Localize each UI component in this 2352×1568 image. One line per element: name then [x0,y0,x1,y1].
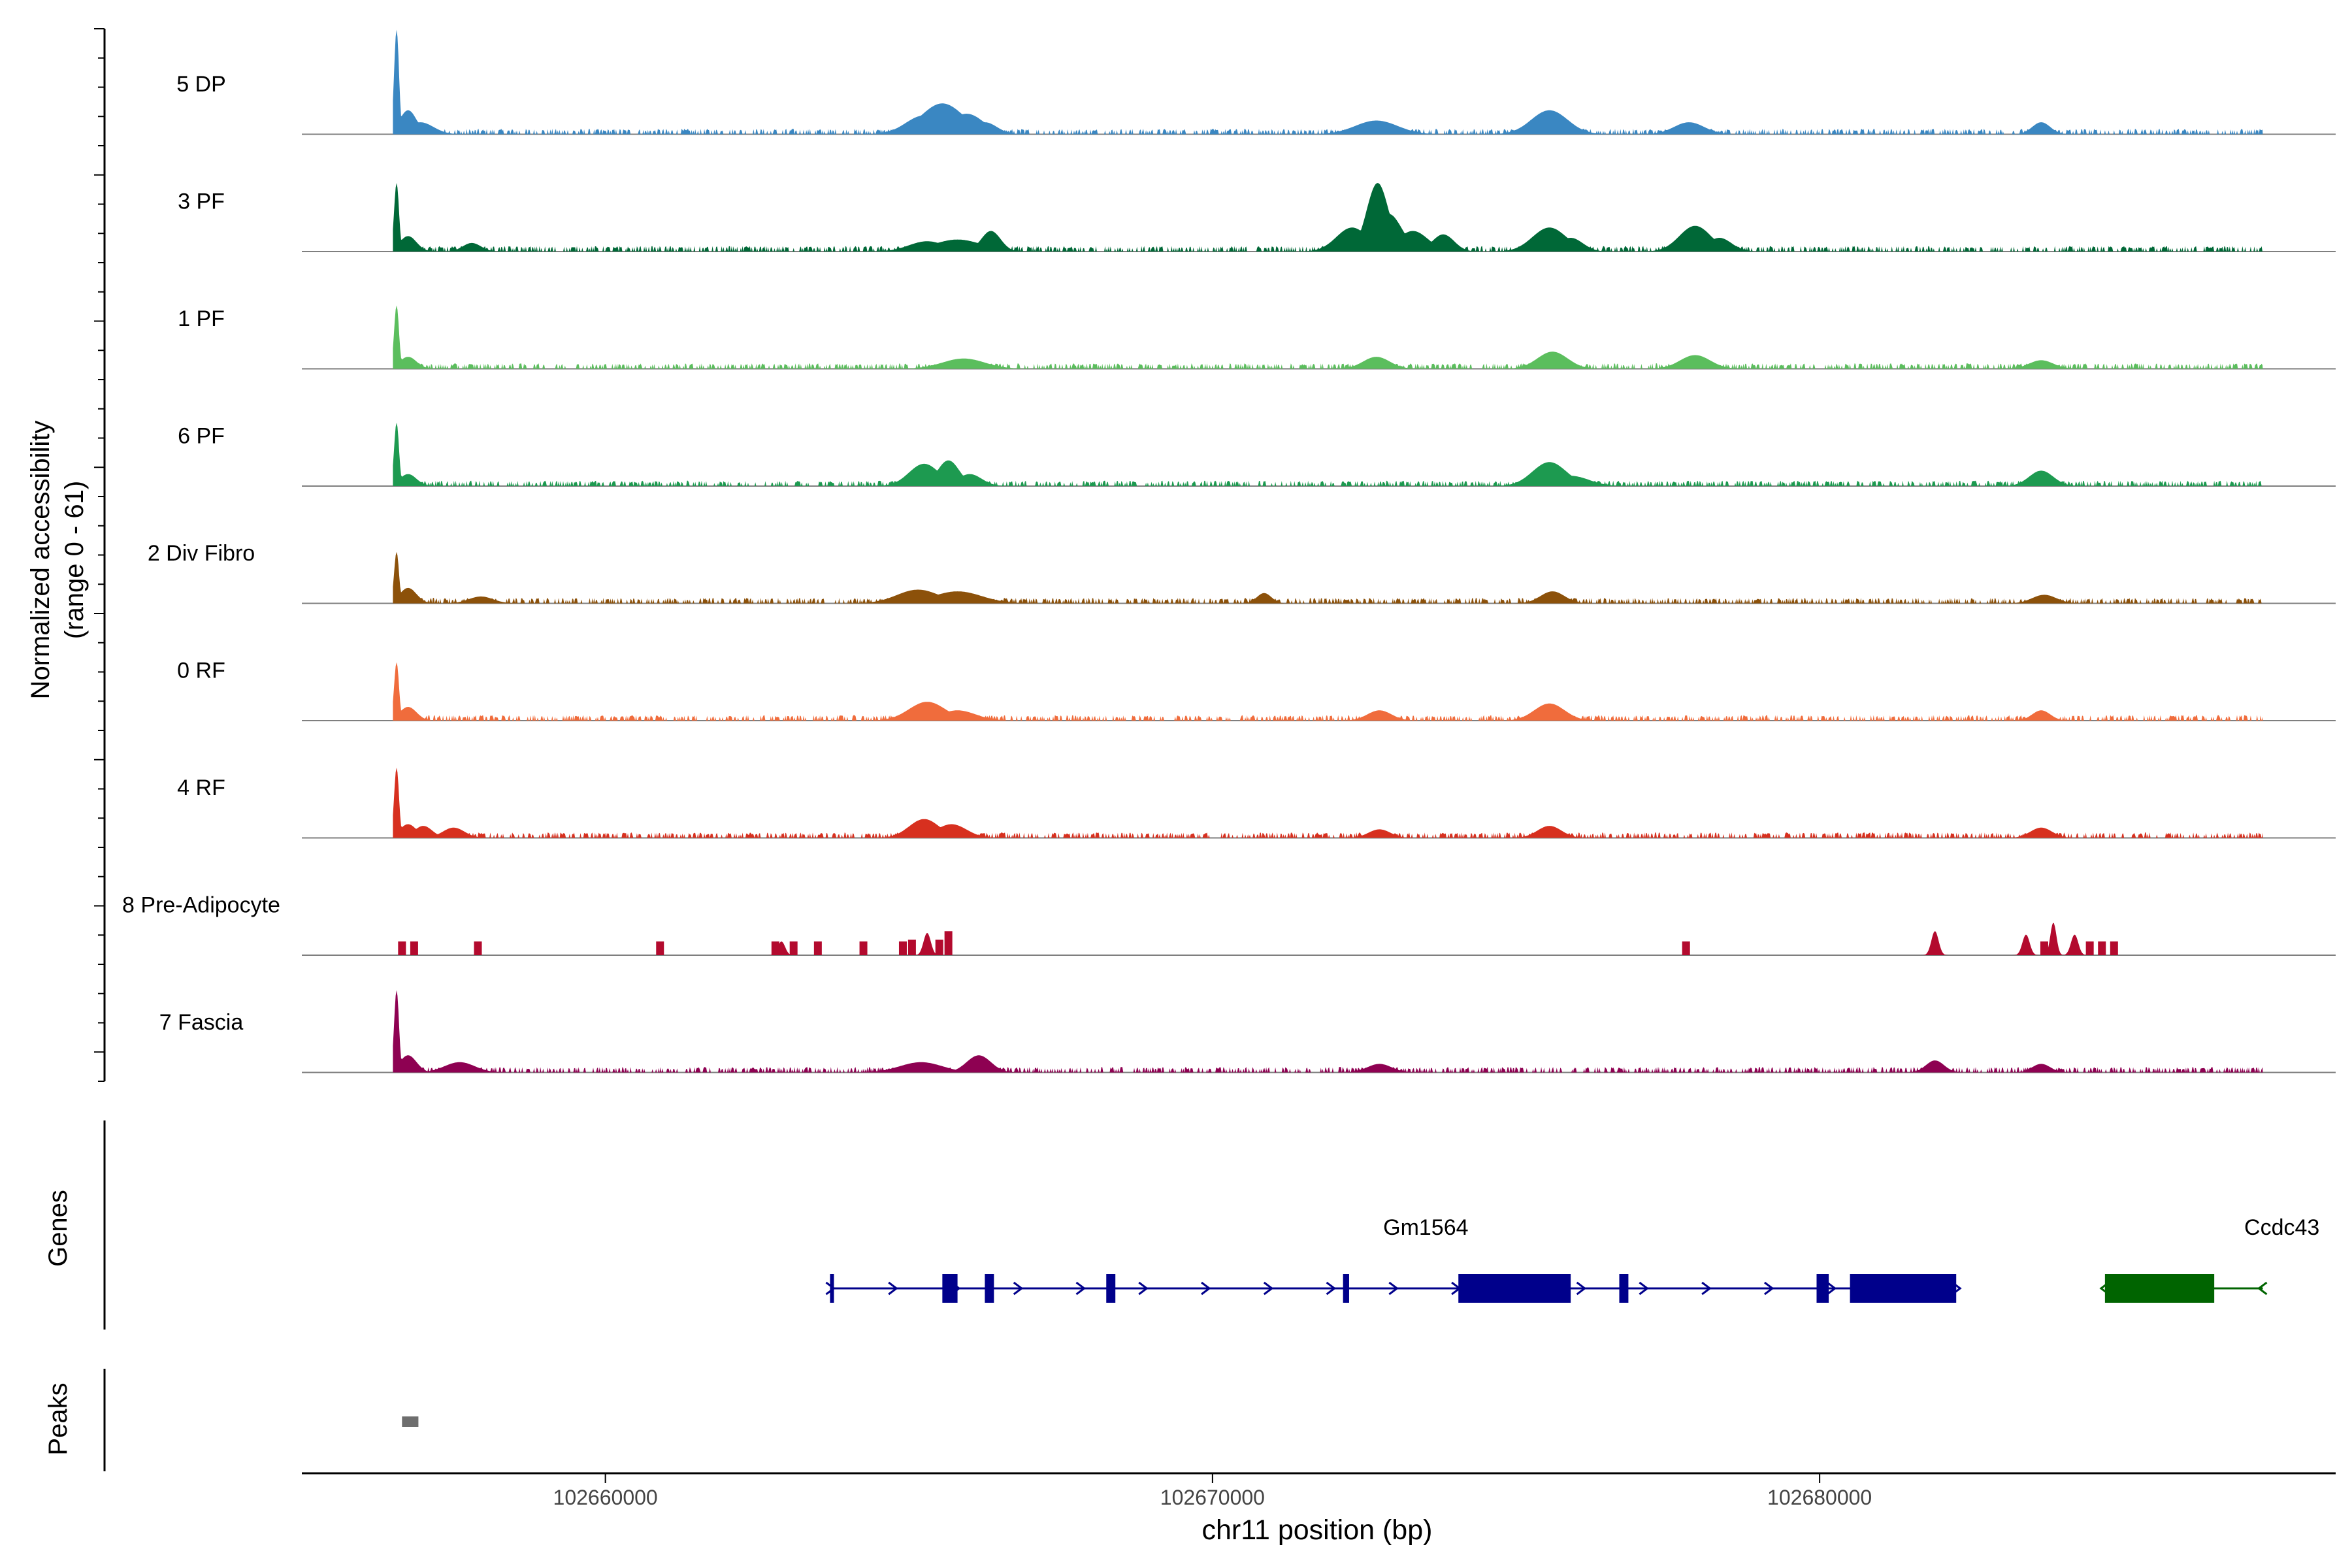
strand-arrow [1013,1281,1024,1296]
y-axis-label-line1: Normalized accessibility [26,421,55,700]
coverage-block [859,941,868,955]
strand-arrow [2257,1281,2268,1296]
track-label: 4 RF [177,776,225,800]
coverage-block [907,939,916,955]
coverage-area [393,305,2263,369]
strand-arrow [1701,1281,1712,1296]
track-label: 2 Div Fibro [148,541,255,566]
gene-exon [1343,1274,1349,1303]
coverage-block [898,941,907,955]
strand-arrow [1826,1281,1837,1296]
gene-ccdc43: Ccdc43 [2099,1215,2319,1303]
track-6-pf: 6 PF [178,423,2336,487]
coverage-block [2040,941,2048,955]
x-axis-tick-label: 102660000 [553,1486,658,1509]
track-label: 0 RF [177,659,225,683]
gene-exon [830,1274,834,1303]
track-label: 7 Fascia [159,1010,244,1035]
coverage-area [393,662,2263,721]
coverage-block [398,941,406,955]
track-label: 1 PF [178,306,225,331]
coverage-area [393,423,2263,486]
coverage-block [789,941,798,955]
coverage-block [813,941,822,955]
coverage-block [935,939,943,955]
strand-arrow [1388,1281,1399,1296]
gene-exon [1458,1274,1571,1303]
coverage-area [393,183,2263,252]
y-axis-label-line2: (range 0 - 61) [60,481,89,639]
strand-arrow [1263,1281,1274,1296]
strand-arrow [888,1281,898,1296]
coverage-block [474,941,482,955]
x-axis-tick-label: 102670000 [1160,1486,1265,1509]
track-3-pf: 3 PF [178,183,2336,252]
strand-arrow [1764,1281,1774,1296]
track-label: 8 Pre-Adipocyte [122,893,280,918]
track-2-div-fibro: 2 Div Fibro [148,541,2336,604]
coverage-block [410,941,418,955]
track-label: 5 DP [176,72,226,97]
gene-exon [1619,1274,1629,1303]
gene-exon [1850,1274,1957,1303]
gene-exon [1106,1274,1116,1303]
strand-arrow [1639,1281,1649,1296]
track-8-pre-adipocyte: 8 Pre-Adipocyte [122,893,2336,956]
track-4-rf: 4 RF [177,768,2336,839]
track-label: 6 PF [178,424,225,449]
x-axis-title: chr11 position (bp) [1202,1514,1433,1546]
strand-arrow [1576,1281,1587,1296]
coverage-block [2098,941,2106,955]
gene-name-label: Ccdc43 [2244,1215,2319,1240]
strand-arrow [1138,1281,1149,1296]
coverage-block [2085,941,2094,955]
coverage-block [656,941,664,955]
gene-exon [2104,1274,2215,1303]
coverage-area [393,768,2263,838]
strand-arrow [1201,1281,1211,1296]
genes-axis-label: Genes [44,1190,73,1267]
coverage-block [771,941,779,955]
coverage-area [393,29,2263,135]
track-1-pf: 1 PF [178,305,2336,370]
coverage-area [393,990,2263,1073]
gene-name-label: Gm1564 [1383,1215,1468,1240]
track-5-dp: 5 DP [176,29,2336,135]
gene-exon [1816,1274,1829,1303]
axis-layer: 102660000 102670000 102680000 [94,28,2336,1509]
coverage-block [944,931,953,955]
strand-arrow [1326,1281,1337,1296]
coverage-area [393,923,2263,955]
track-7-fascia: 7 Fascia [159,990,2336,1073]
peak-region [402,1416,419,1427]
track-label: 3 PF [178,189,225,214]
gene-gm1564: Gm1564 [825,1215,1962,1303]
coverage-area [393,551,2263,604]
x-axis-tick-label: 102680000 [1767,1486,1872,1509]
gene-exon [942,1274,958,1303]
coverage-block [2110,941,2118,955]
gene-exon [985,1274,994,1303]
coverage-block [1682,941,1690,955]
track-0-rf: 0 RF [177,659,2336,721]
strand-arrow [1075,1281,1086,1296]
peaks-axis-label: Peaks [44,1382,73,1455]
track-layer: 5 DP 3 PF 1 PF 6 PF 2 Div Fibro 0 RF 4 RF 8 Pre… [122,29,2336,1427]
